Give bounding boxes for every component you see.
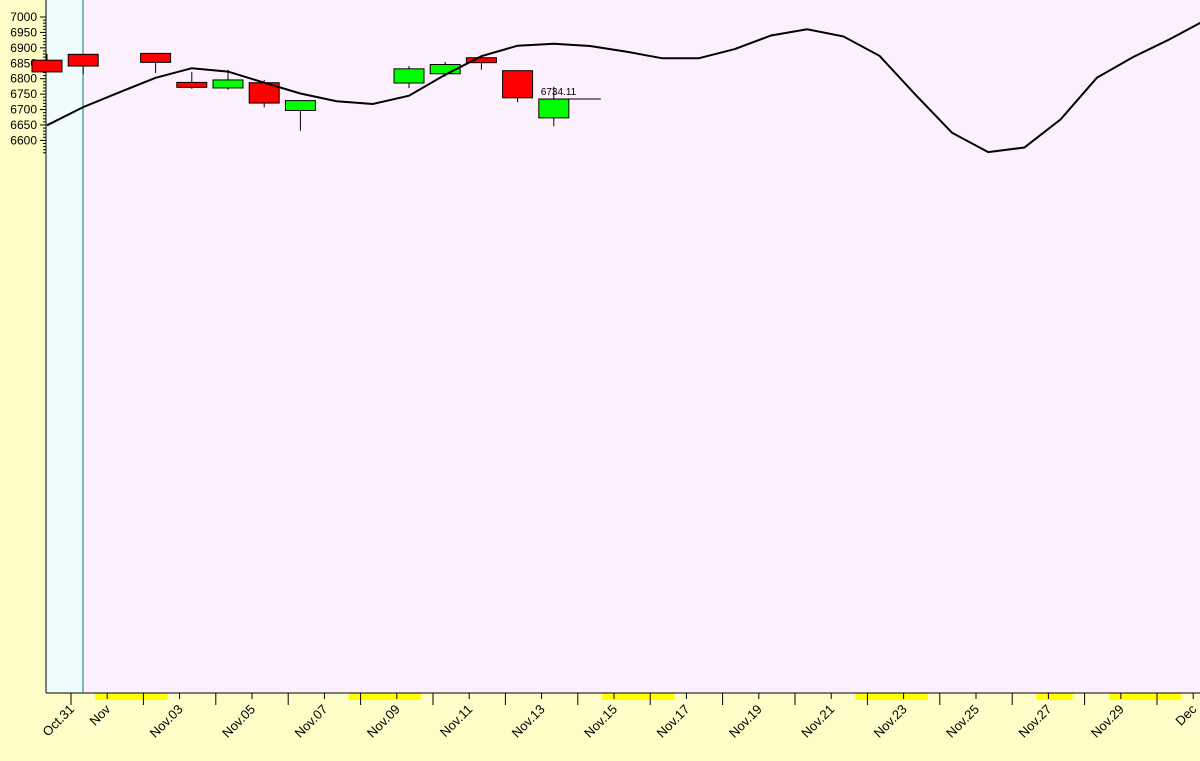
- candle-body: [502, 70, 534, 99]
- y-tick-label: 6750: [10, 87, 37, 101]
- candle: [140, 52, 172, 73]
- candle: [393, 66, 425, 88]
- weekend-marker: [348, 693, 421, 700]
- candle: [538, 86, 570, 127]
- weekend-marker: [1036, 693, 1073, 700]
- y-tick-label: 6700: [10, 103, 37, 117]
- candle: [284, 100, 316, 131]
- candle: [212, 69, 244, 90]
- weekend-marker: [602, 693, 675, 700]
- candle: [31, 54, 63, 73]
- y-tick-label: 7000: [10, 10, 37, 24]
- candle-body: [212, 79, 244, 89]
- last-price-label: 6734.11: [541, 87, 577, 98]
- candle-body: [31, 59, 63, 73]
- candle-body: [67, 53, 99, 67]
- y-tick-label: 6800: [10, 72, 37, 86]
- weekend-marker: [1108, 693, 1182, 700]
- candle-body: [393, 68, 425, 84]
- candle: [67, 53, 99, 75]
- last-price-marker: 6734.11: [538, 87, 601, 100]
- candle-body: [284, 100, 316, 111]
- candle: [502, 70, 534, 103]
- y-tick-label: 6600: [10, 133, 37, 147]
- y-tick-label: 6900: [10, 41, 37, 55]
- candle-body: [538, 98, 570, 119]
- candle: [176, 71, 208, 89]
- candle-body: [465, 57, 497, 64]
- candle-body: [176, 81, 208, 88]
- y-tick-label: 6850: [10, 56, 37, 70]
- trend-line: [46, 21, 1200, 154]
- candle: [465, 57, 497, 70]
- candle-body: [140, 52, 172, 63]
- y-tick-label: 6650: [10, 118, 37, 132]
- plot-area: [46, 0, 1200, 693]
- weekend-marker: [855, 693, 928, 700]
- shaded-region: [46, 0, 83, 693]
- candle: [248, 79, 280, 108]
- weekend-marker: [95, 693, 168, 700]
- y-tick-label: 6950: [10, 25, 37, 39]
- weekend-markers: [95, 693, 1182, 700]
